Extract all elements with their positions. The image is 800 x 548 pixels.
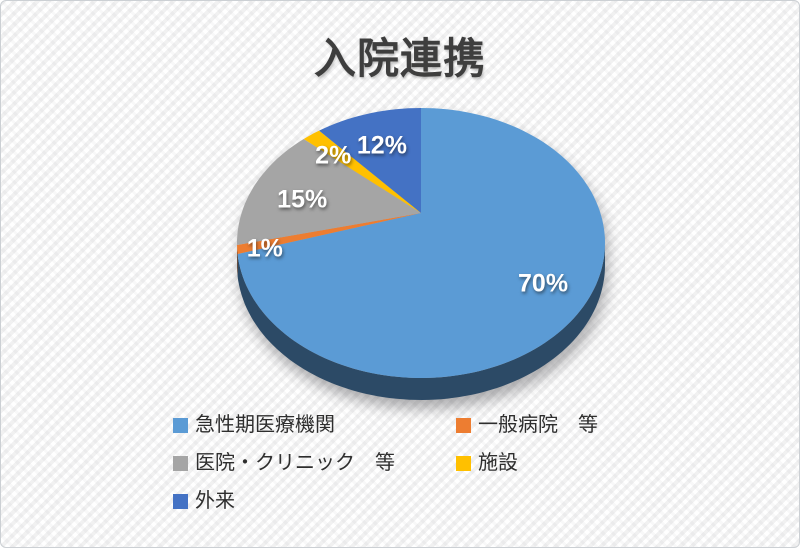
legend-swatch-0 — [173, 417, 188, 433]
legend-swatch-3 — [456, 455, 471, 471]
legend-item-3: 施設 — [456, 451, 739, 475]
pie-side-0 — [237, 243, 605, 400]
legend-item-4: 外来 — [173, 489, 456, 513]
legend: 急性期医療機関 一般病院 等医院・クリニック 等 施設外来 — [173, 413, 739, 513]
pie-slice-0 — [237, 108, 605, 378]
pie-slice-2 — [237, 139, 421, 245]
legend-swatch-4 — [173, 493, 188, 509]
legend-label-0: 急性期医療機関 — [195, 414, 335, 436]
legend-label-4: 外来 — [195, 490, 235, 512]
legend-item-0: 急性期医療機関 — [173, 413, 456, 437]
legend-swatch-1 — [456, 417, 471, 433]
legend-label-1: 一般病院 等 — [478, 414, 598, 436]
pie-slice-3 — [303, 130, 421, 213]
legend-label-2: 医院・クリニック 等 — [195, 452, 395, 474]
chart-title: 入院連携 — [313, 35, 486, 82]
legend-swatch-2 — [173, 455, 188, 471]
legend-item-1: 一般病院 等 — [456, 413, 739, 437]
pie-slice-4 — [319, 108, 421, 213]
legend-label-3: 施設 — [478, 452, 518, 474]
pie-slice-1 — [237, 213, 421, 254]
pie-side-1 — [237, 245, 238, 276]
legend-item-2: 医院・クリニック 等 — [173, 451, 456, 475]
